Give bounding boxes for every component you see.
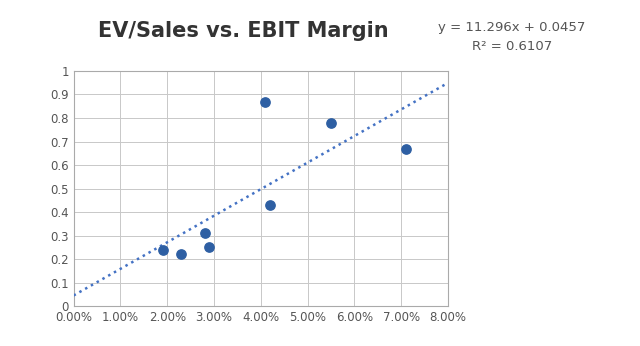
Point xyxy=(204,245,214,250)
Text: EV/Sales vs. EBIT Margin: EV/Sales vs. EBIT Margin xyxy=(98,21,388,41)
Point xyxy=(265,202,275,208)
Point xyxy=(157,247,168,253)
Text: y = 11.296x + 0.0457
R² = 0.6107: y = 11.296x + 0.0457 R² = 0.6107 xyxy=(438,21,586,53)
Point xyxy=(401,146,411,151)
Point xyxy=(260,99,271,104)
Point xyxy=(326,120,336,126)
Point xyxy=(200,230,210,236)
Point xyxy=(176,252,186,257)
